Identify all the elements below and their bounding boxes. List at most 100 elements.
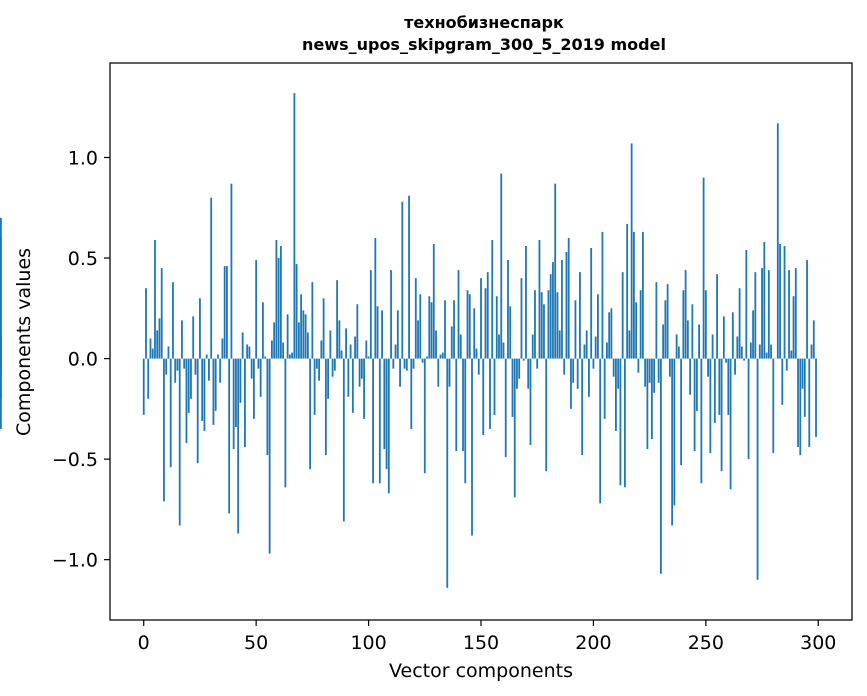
bar-286 — [785, 358, 788, 371]
y-tick-label: 0.5 — [68, 248, 98, 270]
bar-100 — [367, 356, 370, 359]
bar-2 — [147, 358, 150, 399]
bar-9 — [163, 358, 165, 502]
bar-78 — [318, 358, 321, 381]
bar-114 — [399, 358, 401, 387]
bar-214 — [624, 358, 626, 488]
bar-228 — [655, 282, 658, 359]
bar-244 — [691, 304, 694, 359]
bar-163 — [509, 306, 512, 359]
bar-99 — [365, 340, 368, 359]
y-axis-ticks: −1.0 −0.5 0.0 0.5 1.0 — [52, 148, 110, 572]
bar-162 — [507, 260, 509, 359]
bar-64 — [286, 314, 289, 359]
bar-127 — [428, 296, 431, 359]
bar-32 — [214, 358, 217, 411]
bar-118 — [408, 195, 410, 359]
bar-103 — [374, 237, 377, 359]
bar-55 — [266, 358, 269, 456]
bar-112 — [394, 344, 397, 359]
bar-119 — [410, 358, 413, 429]
y-tick-label: −0.5 — [52, 449, 98, 471]
bar-91 — [347, 358, 350, 397]
bar-255 — [716, 274, 718, 359]
bar-271 — [752, 310, 754, 359]
bar-132 — [439, 354, 442, 359]
bar-259 — [725, 358, 727, 363]
x-axis-ticks: 0 50 100 150 200 250 300 — [138, 620, 836, 654]
bar-288 — [790, 350, 793, 359]
bar-5 — [154, 239, 156, 359]
bar-14 — [174, 358, 177, 383]
bar-52 — [259, 358, 262, 397]
bar-126 — [426, 356, 428, 359]
bar-213 — [621, 272, 624, 359]
bar-230 — [659, 358, 662, 574]
bar-252 — [709, 358, 712, 454]
bar-136 — [448, 358, 451, 387]
bar-13 — [172, 282, 174, 359]
bar-243 — [689, 358, 692, 395]
bar-75 — [311, 282, 314, 359]
bar-233 — [666, 284, 669, 359]
bar-53 — [262, 302, 264, 359]
y-tick-label: −1.0 — [52, 550, 98, 572]
bar-195 — [581, 358, 584, 456]
bar-26 — [201, 358, 204, 421]
bar-222 — [641, 231, 644, 359]
bar-27 — [203, 358, 206, 431]
bar-86 — [336, 280, 338, 359]
bar-238 — [677, 346, 680, 359]
bar-25 — [199, 298, 201, 359]
bar-156 — [493, 358, 496, 415]
bar-50 — [255, 260, 258, 359]
bar-110 — [390, 270, 392, 359]
x-tick-label: 50 — [244, 632, 268, 654]
bar-287 — [788, 270, 790, 359]
bar-72 — [304, 314, 307, 359]
bar-185 — [558, 330, 561, 359]
bar-205 — [603, 358, 606, 419]
bar-59 — [275, 239, 278, 359]
bar-65 — [288, 354, 291, 359]
bar-220 — [637, 358, 640, 373]
bar-88 — [340, 350, 343, 359]
bar-207 — [608, 312, 611, 359]
bar-277 — [765, 352, 768, 359]
bar-45 — [244, 358, 246, 448]
bar-160 — [502, 342, 505, 359]
bar-235 — [671, 358, 674, 526]
bar-undefined — [0, 358, 2, 369]
bar-192 — [574, 300, 577, 359]
bar-297 — [810, 344, 813, 359]
bar-41 — [235, 358, 237, 427]
bar-211 — [617, 358, 620, 389]
bar-229 — [657, 358, 660, 383]
bar-270 — [749, 342, 752, 359]
bar-204 — [601, 231, 604, 359]
bar-241 — [684, 270, 687, 359]
bar-232 — [664, 300, 667, 359]
bar-36 — [223, 266, 226, 359]
bar-113 — [396, 310, 399, 359]
bar-85 — [333, 358, 336, 371]
bar-138 — [453, 300, 455, 359]
bar-74 — [309, 358, 312, 470]
bar-182 — [552, 262, 554, 359]
bar-104 — [376, 306, 379, 359]
bar-43 — [239, 358, 242, 403]
bar-264 — [736, 336, 739, 359]
bar-290 — [794, 268, 797, 359]
bar-194 — [579, 272, 581, 359]
bar-102 — [372, 358, 374, 484]
bar-212 — [619, 358, 622, 486]
bar-34 — [219, 358, 222, 383]
bar-180 — [547, 290, 550, 359]
bar-3 — [149, 338, 152, 359]
bar-197 — [585, 330, 588, 359]
bar-193 — [576, 358, 579, 389]
bar-295 — [806, 260, 808, 359]
bar-47 — [248, 346, 251, 359]
bar-260 — [727, 358, 730, 415]
bar-76 — [313, 358, 316, 415]
